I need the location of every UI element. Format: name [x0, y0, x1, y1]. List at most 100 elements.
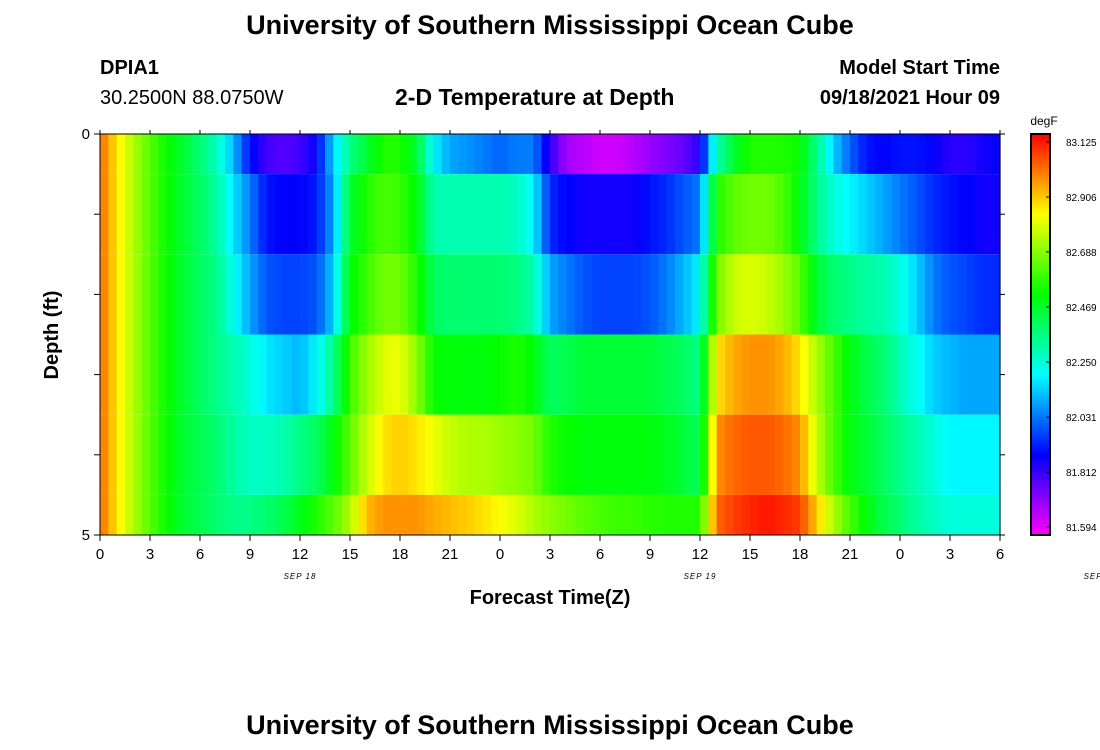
heatmap-cell — [841, 174, 851, 255]
heatmap-cell — [675, 134, 684, 175]
heatmap-cell — [591, 254, 601, 335]
heatmap-cell — [583, 334, 593, 415]
heatmap-cell — [875, 254, 884, 335]
heatmap-cell — [550, 174, 559, 255]
heatmap-cell — [891, 414, 901, 495]
colorbar-segment — [1031, 342, 1050, 346]
heatmap-cell — [250, 494, 259, 535]
heatmap-cell — [183, 494, 193, 535]
colorbar-segment — [1031, 144, 1050, 148]
heatmap-cell — [700, 414, 709, 495]
heatmap-cell — [683, 254, 693, 335]
heatmap-cell — [750, 494, 759, 535]
colorbar-segment — [1031, 304, 1050, 308]
heatmap-cell — [658, 254, 668, 335]
heatmap-cell — [691, 174, 701, 255]
heatmap-cell — [316, 254, 326, 335]
heatmap-cell — [550, 254, 559, 335]
heatmap-cell — [483, 414, 493, 495]
heatmap-cell — [750, 134, 759, 175]
colorbar-segment — [1031, 194, 1050, 198]
heatmap-cell — [891, 254, 901, 335]
heatmap-cell — [325, 254, 334, 335]
heatmap-cell — [708, 254, 718, 335]
heatmap-cell — [166, 134, 176, 175]
heatmap-cell — [125, 254, 134, 335]
colorbar-segment — [1031, 507, 1050, 511]
heatmap-cell — [941, 134, 951, 175]
heatmap-cell — [291, 174, 301, 255]
heatmap-cell — [258, 134, 268, 175]
heatmap-cell — [850, 254, 859, 335]
heatmap-cell — [766, 254, 776, 335]
heatmap-cell — [608, 414, 618, 495]
heatmap-cell — [775, 334, 784, 415]
heatmap-cell — [141, 334, 151, 415]
heatmap-cell — [508, 334, 518, 415]
heatmap-cell — [683, 174, 693, 255]
chart-subtitle: 2-D Temperature at Depth — [395, 84, 675, 110]
heatmap-cell — [541, 134, 551, 175]
heatmap-cell — [525, 254, 534, 335]
heatmap-cell — [175, 254, 184, 335]
colorbar-segment — [1031, 369, 1050, 373]
heatmap-cell — [466, 254, 476, 335]
heatmap-cell — [991, 334, 1001, 415]
heatmap-cell — [583, 254, 593, 335]
colorbar-segment — [1031, 374, 1050, 378]
heatmap-cell — [208, 174, 218, 255]
heatmap-cell — [458, 334, 468, 415]
heatmap-cell — [350, 174, 359, 255]
colorbar-segment — [1031, 169, 1050, 173]
heatmap-cell — [991, 414, 1001, 495]
heatmap-cell — [900, 174, 909, 255]
heatmap-cell — [308, 134, 318, 175]
heatmap-cell — [616, 134, 626, 175]
heatmap-cell — [983, 494, 993, 535]
heatmap-cell — [241, 174, 251, 255]
heatmap-cell — [733, 174, 743, 255]
colorbar-segment — [1031, 244, 1050, 248]
heatmap-cell — [750, 334, 759, 415]
heatmap-cell — [908, 494, 918, 535]
heatmap-cell — [733, 494, 743, 535]
colorbar-segment — [1031, 156, 1050, 160]
heatmap-cell — [750, 254, 759, 335]
x-tick-label: 9 — [646, 546, 654, 563]
heatmap-cell — [841, 494, 851, 535]
heatmap-cell — [808, 414, 818, 495]
heatmap-cell — [133, 254, 143, 335]
heatmap-cell — [175, 414, 184, 495]
heatmap-cell — [966, 174, 976, 255]
heatmap-cell — [691, 134, 701, 175]
heatmap-cell — [208, 414, 218, 495]
heatmap-cell — [141, 134, 151, 175]
heatmap-cell — [616, 254, 626, 335]
heatmap-cell — [583, 134, 593, 175]
colorbar-tick-label: 81.812 — [1066, 468, 1097, 479]
heatmap-cell — [250, 334, 259, 415]
heatmap-cell — [233, 254, 243, 335]
heatmap-cell — [816, 334, 826, 415]
heatmap-cell — [900, 494, 909, 535]
heatmap-cell — [175, 494, 184, 535]
heatmap-cell — [941, 334, 951, 415]
heatmap-cell — [425, 174, 434, 255]
colorbar-segment — [1031, 209, 1050, 213]
heatmap-cell — [675, 414, 684, 495]
colorbar-segment — [1031, 271, 1050, 275]
colorbar-segment — [1031, 522, 1050, 526]
heatmap-cell — [166, 254, 176, 335]
heatmap-cell — [200, 254, 209, 335]
colorbar-segment — [1031, 204, 1050, 208]
heatmap-cell — [175, 174, 184, 255]
heatmap-cell — [458, 134, 468, 175]
heatmap-cell — [191, 134, 201, 175]
heatmap-cell — [641, 254, 651, 335]
heatmap-cell — [825, 174, 834, 255]
heatmap-cell — [925, 174, 934, 255]
heatmap-cell — [675, 174, 684, 255]
heatmap-cell — [708, 174, 718, 255]
heatmap-cell — [966, 414, 976, 495]
